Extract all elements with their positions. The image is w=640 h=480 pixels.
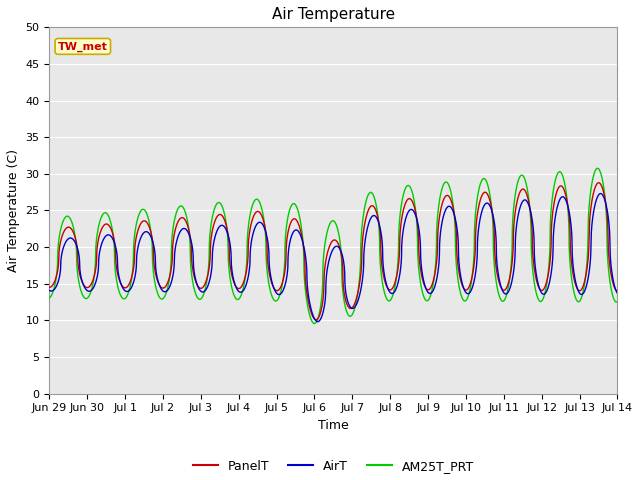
Line: AirT: AirT: [49, 193, 618, 322]
AirT: [144, 229, 152, 235]
AirT: [614, 290, 621, 296]
Y-axis label: Air Temperature (C): Air Temperature (C): [7, 149, 20, 272]
AirT: [541, 290, 549, 296]
AirT: [110, 239, 118, 245]
AirT: [45, 288, 53, 293]
AM25T_PRT: [110, 242, 118, 248]
PanelT: [595, 180, 603, 186]
AM25T_PRT: [310, 321, 318, 326]
AM25T_PRT: [603, 220, 611, 226]
AirT: [596, 191, 604, 196]
Text: TW_met: TW_met: [58, 41, 108, 51]
Line: AM25T_PRT: AM25T_PRT: [49, 168, 618, 324]
AM25T_PRT: [45, 295, 53, 301]
AM25T_PRT: [541, 288, 549, 294]
PanelT: [264, 252, 271, 257]
Title: Air Temperature: Air Temperature: [272, 7, 395, 22]
PanelT: [288, 218, 296, 224]
PanelT: [541, 283, 549, 289]
AM25T_PRT: [594, 166, 602, 171]
AM25T_PRT: [614, 299, 621, 304]
AirT: [314, 319, 321, 324]
PanelT: [110, 237, 118, 242]
PanelT: [312, 317, 320, 323]
PanelT: [614, 288, 621, 294]
PanelT: [144, 221, 152, 227]
Legend: PanelT, AirT, AM25T_PRT: PanelT, AirT, AM25T_PRT: [188, 455, 479, 478]
PanelT: [603, 208, 611, 214]
Line: PanelT: PanelT: [49, 183, 618, 320]
X-axis label: Time: Time: [318, 419, 349, 432]
PanelT: [45, 285, 53, 290]
AirT: [288, 232, 296, 238]
AM25T_PRT: [264, 269, 271, 275]
AM25T_PRT: [288, 202, 296, 208]
AirT: [603, 204, 611, 210]
AirT: [264, 235, 271, 241]
AM25T_PRT: [144, 214, 152, 220]
